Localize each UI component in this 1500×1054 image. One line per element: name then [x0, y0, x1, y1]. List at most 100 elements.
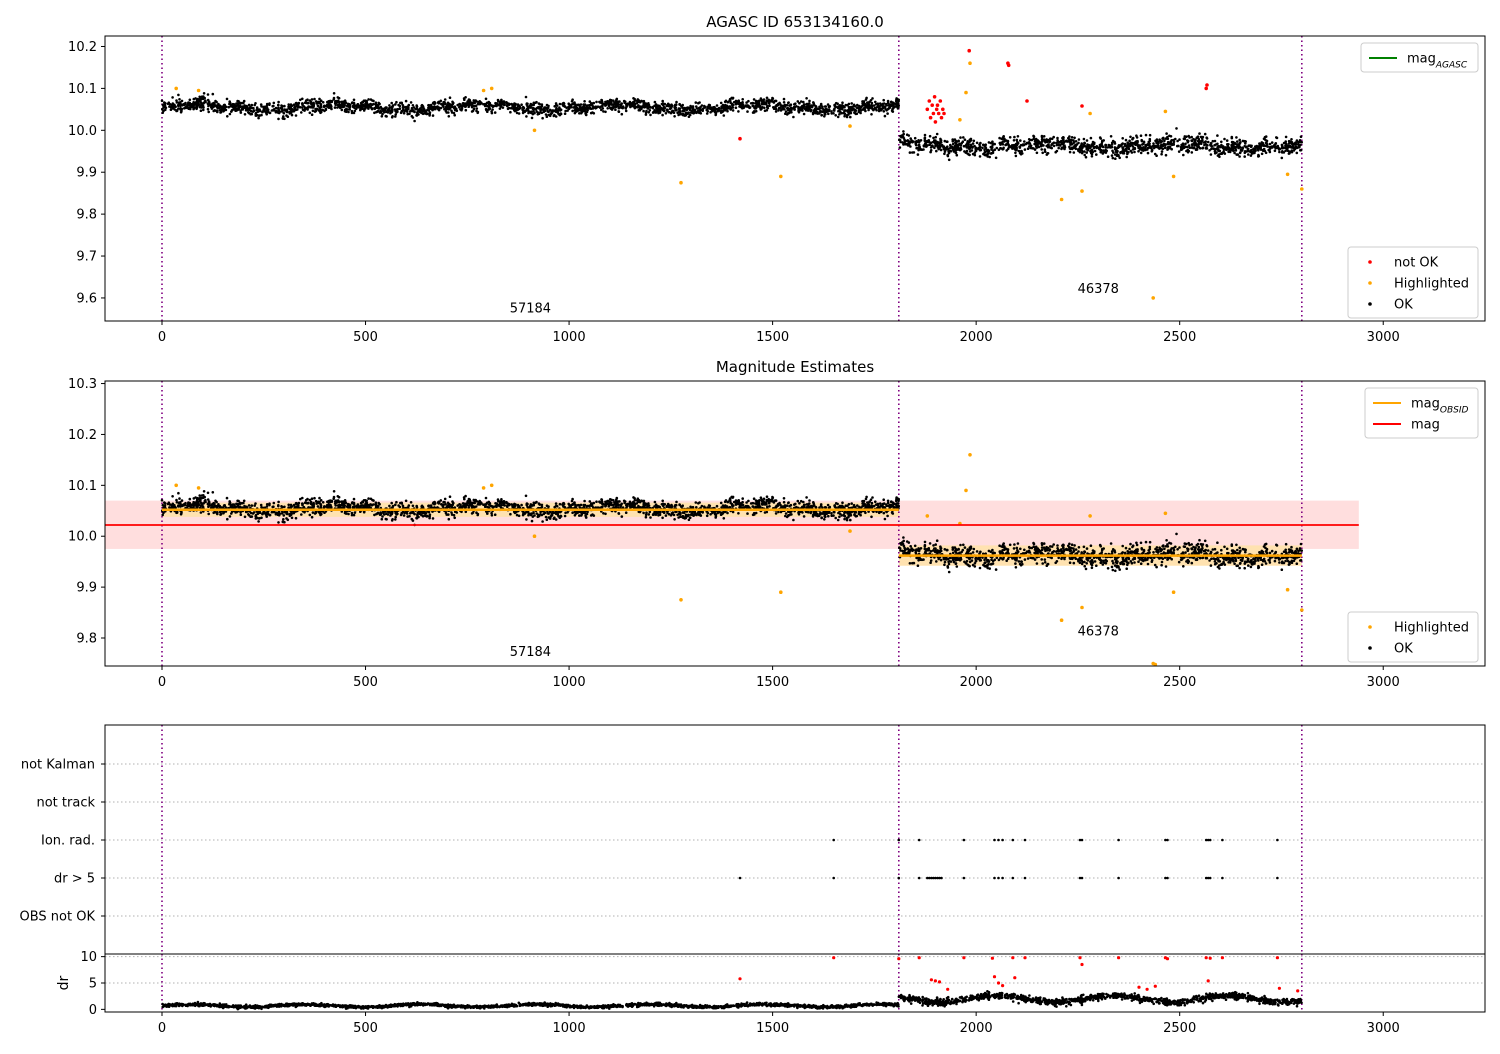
- agasc-ok-point: [1083, 154, 1086, 157]
- agasc-ok-point: [801, 109, 804, 112]
- agasc-ok-point: [606, 107, 609, 110]
- agasc-ok-point: [973, 145, 976, 148]
- estimates-ok-point: [675, 501, 678, 504]
- agasc-ok-point: [1235, 136, 1238, 139]
- agasc-ok-point: [1019, 152, 1022, 155]
- agasc-ok-point: [682, 107, 685, 110]
- estimates-ok-point: [648, 513, 651, 516]
- agasc-ok-point: [458, 106, 461, 109]
- agasc-ok-point: [391, 110, 394, 113]
- agasc-ok-point: [599, 106, 602, 109]
- estimates-ok-point: [244, 516, 247, 519]
- agasc-ok-point: [892, 101, 895, 104]
- agasc-ok-point: [975, 150, 978, 153]
- agasc-ok-point: [207, 108, 210, 111]
- agasc-ok-point: [332, 98, 335, 101]
- agasc-ok-point: [1253, 152, 1256, 155]
- agasc-ok-point: [544, 106, 547, 109]
- agasc-ok-point: [1172, 143, 1175, 146]
- agasc-ok-point: [271, 105, 274, 108]
- agasc-ok-point: [1071, 136, 1074, 139]
- agasc-ok-point: [1104, 144, 1107, 147]
- agasc-ok-point: [417, 113, 420, 116]
- agasc-ok-point: [617, 110, 620, 113]
- agasc-ok-point: [228, 100, 231, 103]
- agasc-ok-point: [341, 103, 344, 106]
- agasc-ok-point: [934, 136, 937, 139]
- estimates-chart-title: Magnitude Estimates: [716, 358, 874, 376]
- agasc-ok-point: [196, 102, 199, 105]
- estimates-ok-point: [260, 517, 263, 520]
- agasc-ok-point: [531, 117, 534, 120]
- agasc-ok-point: [331, 101, 334, 104]
- agasc-ok-point: [1236, 140, 1239, 143]
- agasc-ok-point: [379, 110, 382, 113]
- agasc-ok-point: [815, 105, 818, 108]
- agasc-ok-point: [181, 104, 184, 107]
- estimates-ok-point: [805, 496, 808, 499]
- estimates-ok-point: [897, 502, 900, 505]
- agasc-ok-point: [188, 102, 191, 105]
- agasc-ok-point: [763, 98, 766, 101]
- agasc-ok-point: [1182, 142, 1185, 145]
- agasc-ok-point: [1050, 144, 1053, 147]
- agasc-not-ok-point: [1204, 87, 1208, 91]
- agasc-ok-point: [914, 137, 917, 140]
- agasc-ok-point: [268, 112, 271, 115]
- agasc-ok-point: [1149, 138, 1152, 141]
- agasc-ok-point: [882, 99, 885, 102]
- agasc-ok-point: [848, 108, 851, 111]
- agasc-ok-point: [1258, 144, 1261, 147]
- agasc-ok-point: [768, 102, 771, 105]
- agasc-ok-point: [887, 100, 890, 103]
- estimates-ok-point: [849, 519, 852, 522]
- agasc-ok-point: [283, 108, 286, 111]
- agasc-ok-point: [858, 107, 861, 110]
- agasc-highlighted-point: [482, 89, 486, 93]
- agasc-ok-point: [578, 112, 581, 115]
- agasc-ok-point: [539, 111, 542, 114]
- agasc-ok-point: [1075, 148, 1078, 151]
- estimates-ok-point: [688, 519, 691, 522]
- agasc-ok-point: [1269, 143, 1272, 146]
- agasc-ok-point: [865, 97, 868, 100]
- agasc-ok-point: [1254, 145, 1257, 148]
- agasc-ok-point: [431, 109, 434, 112]
- agasc-ok-point: [654, 101, 657, 104]
- agasc-ok-point: [698, 112, 701, 115]
- agasc-ok-point: [1219, 150, 1222, 153]
- agasc-ok-point: [268, 102, 271, 105]
- agasc-ok-point: [507, 108, 510, 111]
- estimates-ok-point: [843, 518, 846, 521]
- agasc-ok-point: [212, 93, 215, 96]
- estimates-ok-point: [332, 498, 335, 501]
- agasc-ok-point: [376, 110, 379, 113]
- agasc-ok-point: [688, 115, 691, 118]
- agasc-ok-point: [1102, 150, 1105, 153]
- agasc-ok-point: [786, 107, 789, 110]
- agasc-ok-point: [695, 101, 698, 104]
- agasc-ok-point: [476, 107, 479, 110]
- agasc-ok-point: [559, 103, 562, 106]
- agasc-ok-point: [666, 108, 669, 111]
- agasc-ok-point: [1019, 146, 1022, 149]
- agasc-ok-point: [767, 107, 770, 110]
- agasc-ok-point: [779, 103, 782, 106]
- agasc-ok-point: [779, 107, 782, 110]
- agasc-ok-point: [447, 104, 450, 107]
- agasc-ok-point: [834, 105, 837, 108]
- agasc-ok-point: [1239, 152, 1242, 155]
- agasc-ok-point: [1024, 148, 1027, 151]
- agasc-ok-point: [836, 102, 839, 105]
- agasc-ok-point: [256, 108, 259, 111]
- agasc-ok-point: [661, 100, 664, 103]
- agasc-ok-point: [239, 106, 242, 109]
- agasc-ok-point: [1010, 146, 1013, 149]
- agasc-ok-point: [275, 107, 278, 110]
- agasc-ok-point: [714, 107, 717, 110]
- agasc-ok-point: [673, 115, 676, 118]
- estimates-ok-point: [289, 506, 292, 509]
- agasc-ok-point: [240, 111, 243, 114]
- agasc-ok-point: [1231, 137, 1234, 140]
- agasc-ok-point: [695, 112, 698, 115]
